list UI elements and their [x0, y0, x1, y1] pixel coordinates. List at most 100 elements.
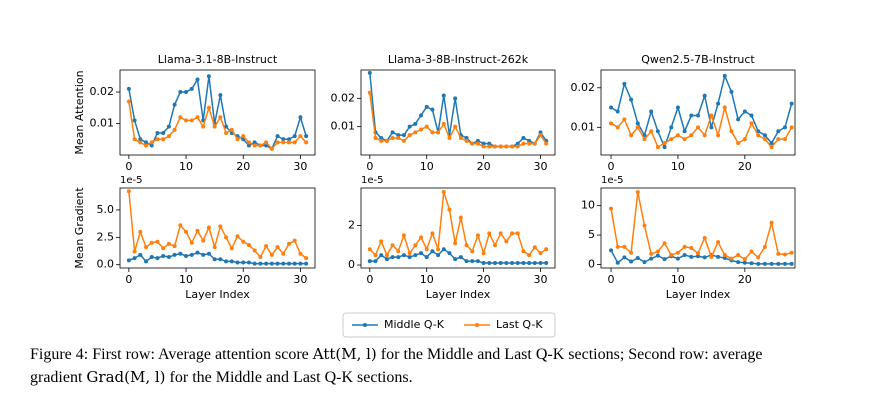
data-point: [430, 107, 435, 112]
data-point: [729, 256, 734, 261]
data-point: [413, 121, 418, 126]
data-point: [252, 248, 257, 253]
data-point: [532, 245, 537, 250]
data-point: [521, 249, 526, 254]
data-point: [407, 124, 412, 129]
data-point: [172, 127, 177, 132]
x-axis-label: Layer Index: [426, 288, 491, 301]
data-point: [286, 241, 291, 246]
data-point: [206, 105, 211, 110]
data-point: [189, 86, 194, 91]
data-point: [716, 101, 721, 106]
data-point: [642, 223, 647, 228]
data-point: [166, 255, 171, 260]
data-point: [769, 261, 774, 266]
axes-frame: [119, 187, 316, 269]
data-point: [166, 124, 171, 129]
data-point: [373, 136, 378, 140]
data-point: [149, 140, 154, 145]
data-point: [281, 261, 286, 266]
y-offset-label: 1e-5: [361, 175, 384, 186]
data-point: [742, 257, 747, 262]
data-point: [189, 240, 194, 245]
data-point: [379, 239, 384, 244]
data-point: [430, 249, 435, 254]
x-tick-label: 0: [366, 273, 373, 286]
data-point: [126, 86, 131, 91]
data-point: [492, 144, 497, 149]
data-point: [419, 251, 424, 256]
data-point: [609, 206, 614, 211]
data-point: [184, 253, 189, 258]
data-point: [161, 137, 166, 142]
data-point: [184, 229, 189, 234]
data-point: [492, 243, 497, 248]
data-point: [521, 136, 526, 140]
data-point: [126, 258, 131, 263]
data-point: [241, 239, 246, 244]
data-point: [481, 251, 486, 256]
data-point: [390, 130, 395, 135]
data-point: [235, 234, 240, 239]
data-point: [453, 241, 458, 246]
data-point: [178, 251, 183, 256]
data-point: [629, 133, 634, 138]
data-point: [702, 133, 707, 138]
caption-text: gradient: [30, 369, 87, 386]
y-offset-label: 1e-5: [601, 175, 624, 186]
data-point: [229, 127, 234, 132]
data-point: [218, 93, 223, 98]
data-point: [749, 249, 754, 254]
legend-label: Middle Q-K: [384, 318, 445, 331]
data-point: [789, 125, 794, 130]
data-point: [447, 251, 452, 256]
legend-label: Last Q-K: [496, 318, 543, 331]
data-point: [246, 143, 251, 148]
x-tick-label: 20: [477, 273, 491, 286]
data-point: [622, 117, 627, 122]
data-point: [649, 251, 654, 256]
data-point: [401, 133, 406, 138]
data-point: [292, 134, 297, 139]
x-tick-label: 30: [293, 160, 307, 173]
data-point: [722, 105, 727, 110]
data-point: [609, 121, 614, 126]
data-point: [689, 246, 694, 250]
caption-text: for the Middle and Last Q-K sections; Se…: [376, 346, 763, 363]
data-point: [258, 261, 263, 266]
data-point: [384, 138, 389, 143]
data-point: [702, 255, 707, 260]
x-tick-label: 20: [236, 160, 250, 173]
data-point: [544, 261, 549, 266]
data-point: [464, 138, 469, 143]
data-point: [487, 144, 492, 149]
data-point: [729, 129, 734, 134]
data-point: [144, 143, 149, 148]
data-point: [413, 243, 418, 248]
data-point: [470, 249, 475, 254]
data-point: [367, 70, 372, 75]
data-point: [401, 253, 406, 258]
data-point: [396, 133, 401, 138]
data-point: [419, 235, 424, 240]
data-point: [155, 256, 160, 261]
caption-text: Figure 4: First row: Average attention s…: [30, 346, 313, 363]
data-point: [702, 93, 707, 98]
data-point: [269, 252, 274, 257]
series-line: [128, 251, 307, 265]
data-point: [195, 115, 200, 120]
data-point: [538, 261, 543, 266]
data-point: [155, 130, 160, 135]
data-point: [762, 137, 767, 142]
data-point: [138, 137, 143, 142]
data-point: [629, 97, 634, 102]
data-point: [789, 261, 794, 266]
data-point: [742, 260, 747, 265]
y-tick-label: 0.0: [97, 258, 115, 271]
data-point: [669, 125, 674, 130]
data-point: [782, 252, 787, 257]
series-line: [610, 191, 792, 261]
data-point: [615, 125, 620, 130]
data-point: [195, 77, 200, 82]
data-point: [149, 240, 154, 245]
